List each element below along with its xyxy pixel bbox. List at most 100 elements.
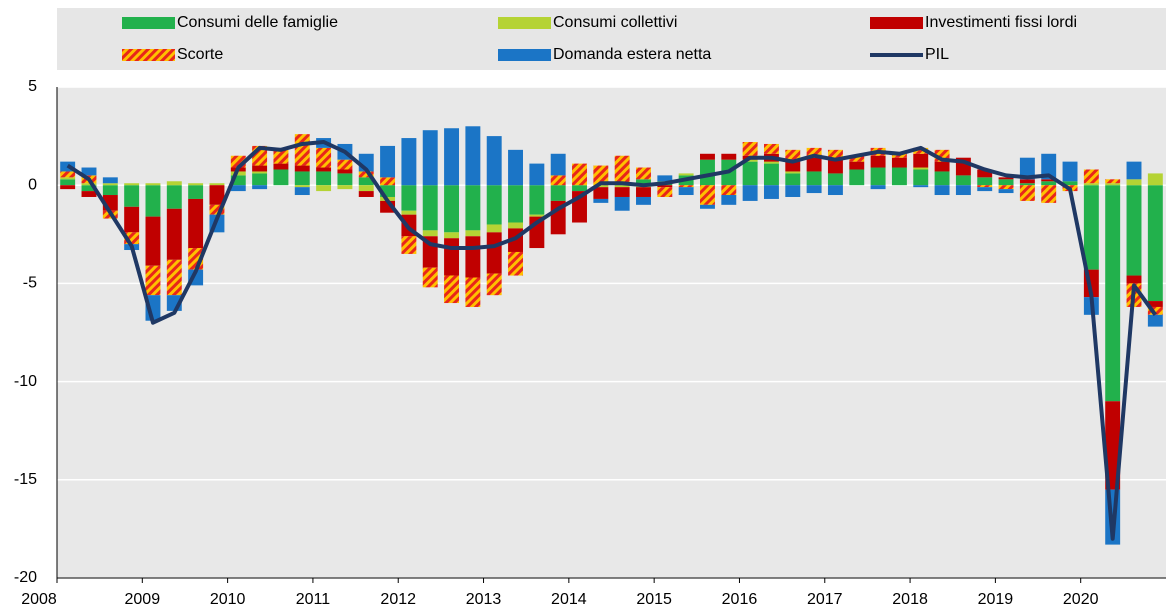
bar-segment (337, 185, 353, 190)
bar-segment (316, 171, 332, 186)
bar-segment (827, 173, 843, 186)
bar-segment (593, 198, 609, 203)
bar-segment (230, 155, 246, 168)
bar-segment (614, 155, 630, 184)
bar-segment (1147, 185, 1163, 302)
bar-segment (337, 173, 353, 186)
bar-segment (678, 187, 694, 196)
bar-segment (465, 277, 481, 307)
bar-segment (700, 153, 715, 160)
bar-segment (1062, 181, 1078, 186)
bar-segment (742, 185, 758, 201)
bar-segment (337, 159, 353, 170)
x-tick-label: 2010 (210, 591, 246, 608)
bar-segment (593, 185, 609, 188)
bar-segment (827, 185, 843, 196)
bar-segment (81, 185, 97, 192)
legend-label: Domanda estera netta (553, 46, 711, 63)
bar-segment (849, 169, 865, 186)
bar-segment (955, 185, 971, 196)
bar-segment (763, 185, 779, 199)
bar-segment (273, 169, 289, 186)
bar-segment (508, 222, 523, 229)
bar-segment (1041, 153, 1057, 180)
x-tick-label: 2016 (722, 591, 758, 608)
x-tick-label: 2019 (978, 591, 1014, 608)
bar-segment (60, 171, 76, 178)
bar-segment (998, 189, 1014, 194)
bar-segment (657, 187, 673, 197)
bar-segment (806, 185, 822, 194)
legend-swatch (122, 17, 175, 29)
bar-segment (1019, 179, 1035, 184)
x-tick-label: 2018 (892, 591, 928, 608)
bar-segment (1041, 181, 1057, 186)
bar-segment (1041, 179, 1057, 182)
bar-segment (913, 167, 929, 170)
bar-segment (124, 206, 140, 233)
bar-segment (550, 175, 566, 186)
bar-segment (294, 165, 310, 172)
bar-segment (102, 185, 118, 196)
bar-segment (508, 149, 523, 186)
bar-segment (166, 208, 182, 260)
bar-segment (955, 175, 971, 186)
bar-segment (870, 185, 886, 190)
bar-segment (636, 179, 651, 186)
bar-segment (316, 147, 332, 168)
bar-segment (1105, 179, 1121, 184)
bar-segment (486, 224, 502, 233)
bar-segment (913, 147, 929, 154)
bar-segment (742, 161, 758, 186)
line (66, 139, 1157, 541)
bar-segment (465, 126, 481, 186)
bar-segment (124, 185, 140, 207)
bar-segment (1147, 306, 1163, 315)
plot-background (57, 87, 1166, 578)
bar-segment (294, 187, 310, 196)
legend-swatch (122, 49, 175, 61)
bar-segment (486, 273, 502, 296)
bar-segment (230, 185, 246, 192)
bar-segment (316, 167, 332, 172)
bar-segment (614, 187, 630, 197)
bar-segment (444, 185, 460, 233)
bar-segment (358, 185, 374, 192)
y-tick-label: -5 (23, 275, 37, 292)
y-tick-label: -15 (14, 471, 37, 488)
bar-segment (230, 171, 246, 176)
bar-segment (614, 185, 630, 188)
bar-segment (742, 159, 758, 162)
bar-segment (913, 153, 929, 168)
bar-segment (785, 171, 801, 174)
bar-segment (827, 149, 843, 160)
x-tick-label: 2020 (1063, 591, 1099, 608)
bar-segment (81, 183, 97, 186)
bar-segment (166, 185, 182, 209)
bar-segment (1126, 179, 1142, 186)
bar-segment (380, 185, 396, 197)
x-tick-label: 2009 (125, 591, 161, 608)
bar-segment (358, 177, 374, 186)
bar-segment (188, 198, 204, 249)
bar-segment (1147, 314, 1163, 327)
bar-segment (422, 130, 438, 186)
bar-segment (81, 191, 97, 197)
bar-segment (913, 185, 929, 188)
bar-segment (230, 175, 246, 186)
bar-segment (977, 177, 993, 186)
y-tick-label: -10 (14, 373, 37, 390)
bar-segment (422, 185, 438, 231)
bar-segment (124, 232, 140, 245)
bar-segment (849, 155, 865, 162)
bar-segment (678, 185, 694, 188)
bar-segment (1105, 401, 1121, 490)
bar-segment (593, 165, 609, 186)
bar-segment (934, 185, 950, 196)
bar-segment (60, 179, 76, 186)
x-tick-label: 2011 (296, 591, 331, 608)
bar-segment (166, 181, 182, 186)
bar-segment (209, 204, 225, 215)
bar-segment (380, 200, 396, 213)
bar-segment (1019, 185, 1035, 201)
